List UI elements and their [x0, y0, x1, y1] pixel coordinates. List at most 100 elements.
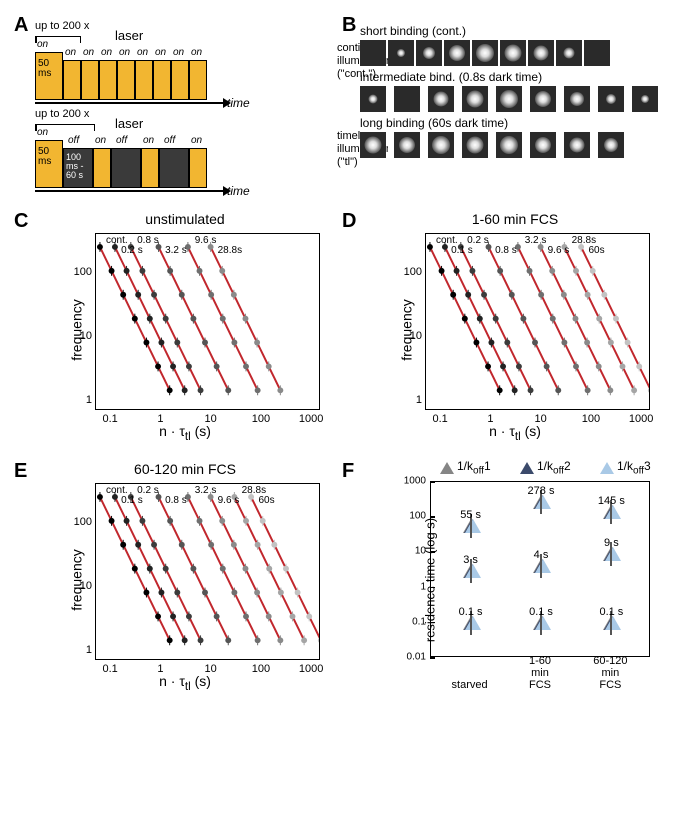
frame — [530, 86, 556, 112]
frame — [360, 132, 386, 158]
tl-block: up to 200 x laser on50 msoff100 ms - 60 … — [35, 126, 335, 188]
x-tick: 1 — [157, 413, 163, 425]
frame — [598, 132, 624, 158]
x-label: n · τtl (s) — [489, 423, 541, 443]
strip-title: intermediate bind. (0.8s dark time) — [360, 70, 660, 84]
series-label: 0.1 s — [451, 245, 473, 256]
plot-area: cont.0.1 s0.2 s0.8 s3.2 s9.6 s28.8s60s — [425, 233, 650, 410]
plot-area: 0.1 s3 s55 s0.1 s4 s278 s0.1 s9 s145 s — [430, 481, 650, 657]
series-label: 0.8 s — [165, 495, 187, 506]
frame — [462, 86, 488, 112]
x-tick: 100 — [252, 413, 270, 425]
frame — [360, 86, 386, 112]
chart-title: 60-120 min FCS — [134, 461, 236, 477]
strip-title: short binding (cont.) — [360, 24, 660, 38]
panel-label-b: B — [342, 14, 356, 37]
on-bar: on — [81, 60, 99, 100]
frame — [388, 40, 414, 66]
series-label: 3.2 s — [165, 245, 187, 256]
frame — [496, 86, 522, 112]
chart-title: unstimulated — [145, 211, 224, 227]
x-tick: 0.1 — [102, 413, 117, 425]
x-label: n · τtl (s) — [159, 423, 211, 443]
panel-a: up to 200 x laser on50 msononononononono… — [35, 20, 335, 196]
panel-f: 1/koff11/koff21/koff3residence time (log… — [370, 465, 660, 695]
on-bar: on — [141, 148, 159, 188]
x-tick: 1 — [157, 663, 163, 675]
x-tick: 100 — [252, 663, 270, 675]
y-tick: 100 — [70, 266, 92, 278]
image-strip — [360, 132, 660, 158]
panel-label-d: D — [342, 210, 356, 233]
panel-b: short binding (cont.) intermediate bind. … — [360, 20, 660, 162]
x-tick: 1 — [487, 413, 493, 425]
figure: A up to 200 x laser on50 msonononononono… — [10, 10, 667, 810]
plot-area: cont.0.1 s0.2 s0.8 s3.2 s9.6 s28.8s60s — [95, 483, 320, 660]
chart-c: unstimulatedfrequencyn · τtl (s)cont.0.2… — [40, 215, 330, 445]
series-label: 9.6 s — [548, 245, 570, 256]
series-label: 9.6 s — [218, 495, 240, 506]
series-label: 28.8s — [218, 245, 242, 256]
series-label: 0.2 s — [137, 485, 159, 496]
x-tick: 10 — [535, 413, 547, 425]
x-label: n · τtl (s) — [159, 673, 211, 693]
frame — [428, 132, 454, 158]
time1: time — [227, 96, 250, 110]
frame — [394, 86, 420, 112]
on-bar: on — [153, 60, 171, 100]
y-tick: 100 — [70, 516, 92, 528]
y-tick: 1 — [400, 394, 422, 406]
y-tick: 10 — [400, 546, 426, 557]
legend-item: 1/koff1 — [440, 459, 491, 476]
x-tick: 1000 — [299, 413, 323, 425]
frame — [632, 86, 658, 112]
frame — [598, 86, 624, 112]
frame — [496, 132, 522, 158]
frame — [564, 86, 590, 112]
y-tick: 10 — [70, 580, 92, 592]
on-bar: on — [63, 60, 81, 100]
y-tick: 10 — [400, 330, 422, 342]
series-label: 3.2 s — [195, 485, 217, 496]
on-bar: on — [93, 148, 111, 188]
series-label: 0.8 s — [495, 245, 517, 256]
cont-block: up to 200 x laser on50 msononononononono… — [35, 38, 335, 100]
uptox1: up to 200 x — [35, 20, 89, 32]
x-tick: 10 — [205, 413, 217, 425]
frame — [564, 132, 590, 158]
x-tick: starved — [452, 679, 488, 691]
x-tick: 0.1 — [432, 413, 447, 425]
panel-label-e: E — [14, 460, 27, 483]
y-tick: 100 — [400, 511, 426, 522]
time-arrow1 — [35, 102, 225, 104]
on-bar: on — [189, 148, 207, 188]
x-tick: 100 — [582, 413, 600, 425]
chart-title: 1-60 min FCS — [472, 211, 558, 227]
uptox2: up to 200 x — [35, 108, 89, 120]
on-bar: on50 ms — [35, 140, 63, 188]
time-arrow2 — [35, 190, 225, 192]
series-label: 0.2 s — [467, 235, 489, 246]
off-bar: off — [159, 148, 189, 188]
on-bar: on — [135, 60, 153, 100]
on-bar: on — [189, 60, 207, 100]
frame — [500, 40, 526, 66]
series-label: 60s — [258, 495, 274, 506]
series-label: 9.6 s — [195, 235, 217, 246]
off-bar: off — [111, 148, 141, 188]
y-tick: 100 — [400, 266, 422, 278]
frame — [462, 132, 488, 158]
panel-label-c: C — [14, 210, 28, 233]
frame — [444, 40, 470, 66]
chart-e: 60-120 min FCSfrequencyn · τtl (s)cont.0… — [40, 465, 330, 695]
panel-label-a: A — [14, 14, 28, 37]
plot-area: cont.0.2 s0.8 s3.2 s9.6 s28.8s — [95, 233, 320, 410]
series-label: 60s — [588, 245, 604, 256]
y-tick: 1000 — [400, 476, 426, 487]
series-label: 0.2 s — [121, 245, 143, 256]
time2: time — [227, 184, 250, 198]
frame — [556, 40, 582, 66]
series-label: 0.1 s — [121, 495, 143, 506]
y-tick: 10 — [70, 330, 92, 342]
laser2: laser — [115, 116, 143, 131]
